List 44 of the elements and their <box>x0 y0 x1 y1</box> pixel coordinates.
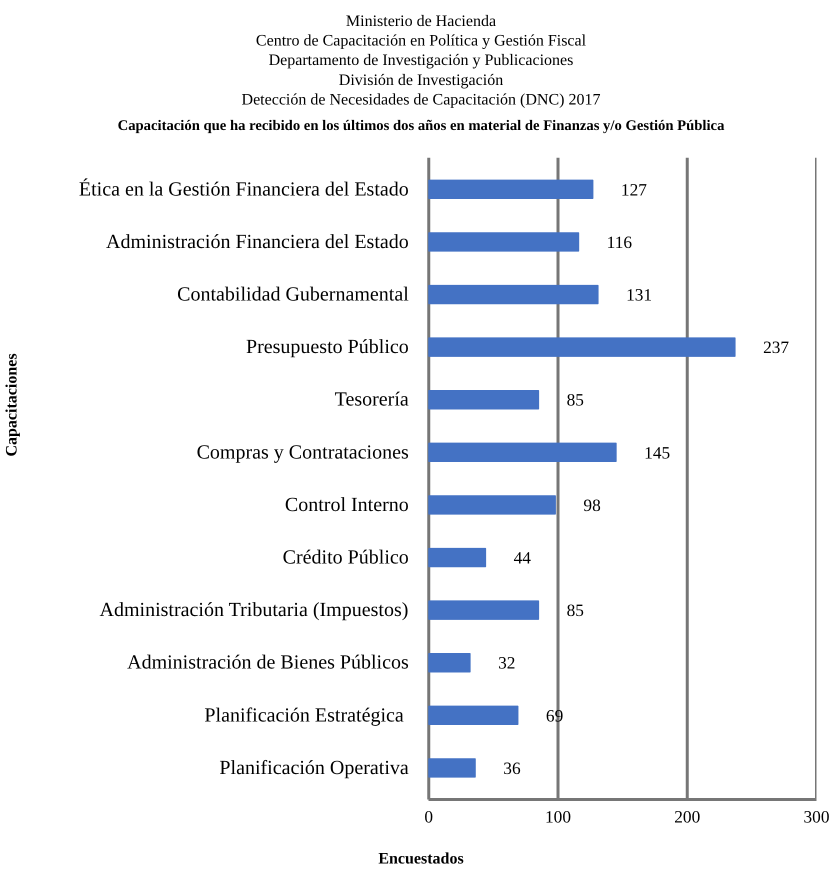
bar <box>428 284 599 304</box>
x-tick-label: 100 <box>545 808 572 826</box>
bar <box>428 548 486 568</box>
y-tick-label: Ética en la Gestión Financiera del Estado <box>78 177 409 200</box>
x-tick-label: 0 <box>424 808 434 826</box>
data-label: 69 <box>546 706 564 726</box>
data-label: 44 <box>514 548 532 568</box>
bar <box>428 232 580 252</box>
x-tick-label: 200 <box>674 808 700 826</box>
bar <box>428 337 736 357</box>
y-tick-label: Administración Financiera del Estado <box>106 230 409 253</box>
y-tick-label: Administración de Bienes Públicos <box>127 652 409 674</box>
y-tick-label: Compras y Contrataciones <box>196 441 409 464</box>
data-label: 131 <box>626 286 652 305</box>
x-axis-title: Encuestados <box>378 850 464 868</box>
bar <box>428 600 540 620</box>
data-label: 116 <box>606 232 632 252</box>
y-tick-label: Planificación Estratégica <box>204 704 404 726</box>
y-tick-label: Contabilidad Gubernamental <box>177 284 410 306</box>
y-tick-label: Presupuesto Público <box>246 336 409 358</box>
bar <box>428 653 471 672</box>
bar <box>428 706 518 726</box>
data-label: 32 <box>498 654 516 673</box>
chart-subtitle: Capacitación que ha recibido en los últimos dos años en material de Finanzas y/o Gestión Pública <box>118 118 726 134</box>
y-tick-label: Crédito Público <box>282 546 409 569</box>
bar <box>428 495 556 515</box>
bar <box>428 180 594 200</box>
data-label: 127 <box>620 180 648 200</box>
x-tick-label: 300 <box>804 808 830 826</box>
data-label: 237 <box>763 338 790 358</box>
data-label: 98 <box>583 496 601 515</box>
bar <box>428 390 540 410</box>
bar <box>428 442 617 462</box>
y-tick-label: Administración Tributaria (Impuestos) <box>100 599 408 622</box>
bar <box>428 758 476 778</box>
y-axis-title: Capacitaciones <box>4 353 20 457</box>
data-label: 145 <box>644 443 670 462</box>
data-label: 36 <box>503 758 521 778</box>
y-tick-label: Planificación Operativa <box>219 756 409 779</box>
y-tick-label: Control Interno <box>284 494 409 516</box>
y-tick-label: Tesorería <box>334 388 409 411</box>
chart-title: Ministerio de Hacienda Centro de Capacitación en Política y Gestión Fiscal Departamento de Investigación y Publicaciones División de Investigación Detección de Necesidades de Capacitación (DNC) 2017 <box>242 13 600 108</box>
data-label: 85 <box>566 601 584 620</box>
data-label: 85 <box>566 390 584 410</box>
